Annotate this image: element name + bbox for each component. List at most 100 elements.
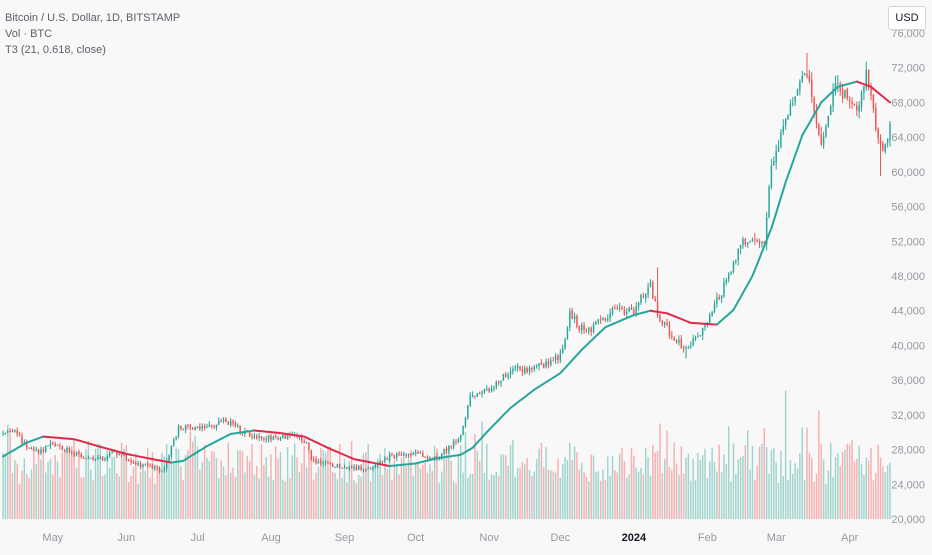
candle: [237, 423, 239, 428]
volume-bar: [234, 476, 237, 519]
candle: [381, 460, 384, 465]
candle-body: [588, 327, 590, 332]
currency-button[interactable]: USD: [888, 6, 926, 30]
volume-bar: [329, 446, 332, 519]
volume-bar: [844, 449, 846, 519]
candle: [533, 364, 535, 372]
candle-body: [583, 325, 585, 331]
candle: [101, 456, 104, 462]
candle-body: [417, 451, 419, 454]
candle: [355, 464, 358, 471]
volume-bar: [104, 474, 106, 519]
candle: [583, 321, 585, 334]
candle-body: [108, 453, 111, 456]
volume-bar: [495, 471, 498, 519]
candle: [358, 465, 360, 471]
candle-body: [559, 352, 562, 361]
volume-bar: [365, 452, 367, 519]
volume-bar: [40, 459, 42, 519]
candle: [312, 456, 315, 463]
candle: [9, 428, 11, 432]
candle-body: [315, 459, 317, 464]
candle: [336, 463, 339, 468]
volume-bar: [244, 472, 246, 519]
candle-body: [113, 451, 116, 453]
candle-body: [675, 340, 678, 343]
candle-body: [52, 442, 54, 445]
candle-body: [538, 363, 540, 366]
volume-bar: [199, 469, 201, 519]
candle: [350, 465, 353, 469]
candle-body: [101, 456, 104, 461]
candle-body: [656, 301, 659, 315]
candle: [578, 325, 581, 333]
volume-bar: [424, 462, 426, 519]
candle: [334, 466, 336, 469]
candle: [851, 97, 853, 110]
candle: [637, 301, 640, 311]
candle: [412, 451, 415, 456]
candle: [875, 102, 877, 132]
candle: [794, 96, 796, 106]
volume-bar: [395, 464, 398, 519]
volume-bar: [469, 474, 471, 519]
candle-body: [623, 309, 626, 315]
candle-body: [222, 419, 225, 421]
candle-body: [184, 425, 187, 430]
candle: [697, 332, 699, 338]
y-axis[interactable]: 20,000 24,000 28,000 32,000 36,000 40,000 44,0…: [891, 28, 925, 526]
y-tick-label: 72,000: [891, 63, 925, 75]
volume-bar: [531, 475, 533, 519]
volume-bar: [123, 448, 125, 519]
volume-bar: [111, 456, 113, 519]
candle-body: [758, 241, 761, 243]
candle: [365, 468, 367, 472]
candle: [215, 424, 218, 431]
candle-body: [827, 115, 830, 127]
candle-body: [818, 124, 820, 135]
legend-symbol[interactable]: Bitcoin / U.S. Dollar, 1D, BITSTAMP: [5, 12, 181, 24]
candle-body: [497, 381, 500, 383]
volume-bar: [422, 464, 424, 519]
volume-bar: [251, 444, 253, 519]
candle-body: [822, 136, 825, 146]
candle: [310, 449, 313, 461]
candle: [258, 433, 260, 441]
candle-body: [334, 467, 336, 469]
volume-bar: [196, 446, 199, 519]
candle-body: [175, 436, 177, 440]
volume-bar: [376, 458, 379, 519]
candle: [839, 81, 841, 96]
volume-bar: [889, 462, 891, 519]
x-tick-label: 2024: [622, 532, 647, 544]
candle: [63, 448, 66, 452]
candle-body: [320, 461, 322, 464]
volume-bar: [327, 447, 329, 519]
candle: [18, 431, 21, 437]
x-axis[interactable]: May Jun Jul Aug Sep Oct Nov Dec 2024 Feb Mar Apr: [42, 532, 858, 544]
candle: [256, 433, 258, 440]
candle: [550, 357, 552, 367]
legend-indicator[interactable]: T3 (21, 0.618, close): [5, 44, 106, 56]
candle-body: [557, 355, 559, 361]
volume-bar: [735, 473, 737, 519]
legend-volume[interactable]: Vol · BTC: [5, 28, 53, 40]
candle-body: [120, 454, 123, 456]
volume-bar: [585, 476, 588, 519]
volume-bar: [146, 448, 149, 519]
volume-bar: [336, 479, 339, 519]
candle: [853, 103, 856, 106]
candle: [154, 464, 156, 472]
candle: [595, 320, 597, 325]
candle-body: [135, 462, 137, 465]
candle-body: [125, 455, 128, 460]
volume-bar: [374, 464, 377, 519]
candle: [66, 445, 68, 453]
candle-body: [682, 347, 685, 349]
volume-bar: [550, 470, 552, 519]
volume-bar: [239, 450, 241, 519]
candle: [628, 306, 630, 313]
volume-bar: [457, 454, 460, 519]
volume-bar: [464, 431, 467, 519]
